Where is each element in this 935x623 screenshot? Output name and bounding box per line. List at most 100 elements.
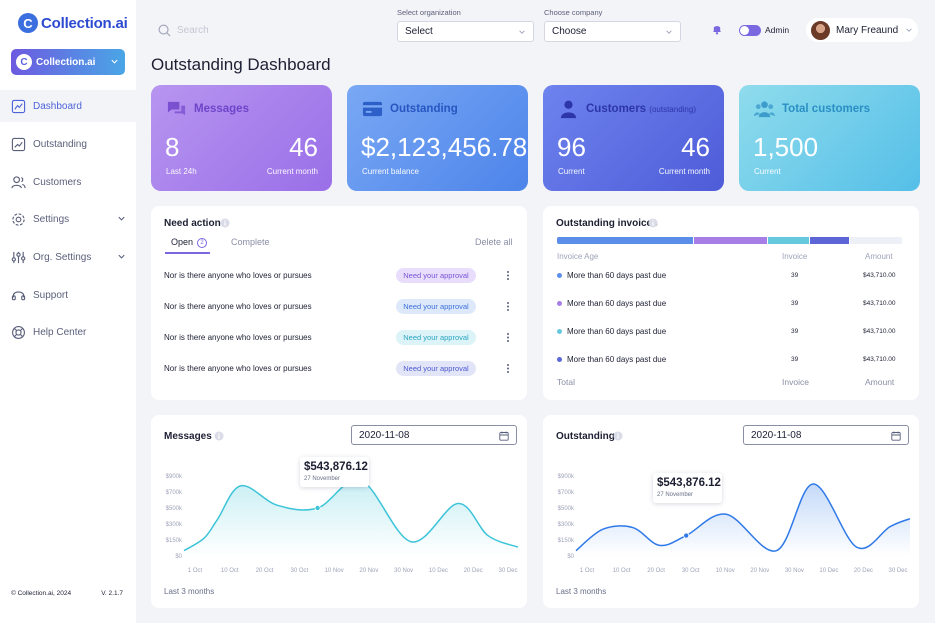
action-row[interactable]: Nor is there anyone who loves or pursues… <box>164 361 514 377</box>
stat-card-total-customers: Total customers 1,500 Current <box>739 85 920 191</box>
customers-icon <box>11 175 26 188</box>
company-select[interactable]: Choose <box>544 21 681 42</box>
y-tick-label: $900k <box>558 474 575 480</box>
brand-logo[interactable]: C Collection.ai <box>18 13 128 33</box>
tab-open[interactable]: Open 2 <box>171 237 208 248</box>
legend-dot <box>557 329 562 334</box>
chart-tooltip: $543,876.12 27 November <box>300 457 369 487</box>
x-tick-label: 1 Oct <box>580 568 595 574</box>
info-icon[interactable] <box>648 218 658 228</box>
outstanding-chart-card <box>543 415 919 608</box>
action-text: Nor is there anyone who loves or pursues <box>164 271 312 280</box>
status-badge: Need your approval <box>396 330 476 345</box>
action-row[interactable]: Nor is there anyone who loves or pursues… <box>164 330 514 346</box>
delete-all-button[interactable]: Delete all <box>475 237 513 247</box>
action-row[interactable]: Nor is there anyone who loves or pursues… <box>164 299 514 315</box>
stat-label-secondary: Current month <box>266 167 318 176</box>
sidebar-item-support[interactable]: Support <box>0 279 136 311</box>
more-options-icon[interactable] <box>503 363 513 374</box>
more-options-icon[interactable] <box>503 332 513 343</box>
copyright-text: © Collection.ai, 2024 <box>11 590 72 597</box>
organization-select[interactable]: Select <box>397 21 534 42</box>
y-tick-label: $500k <box>166 506 183 512</box>
progress-segment <box>557 237 694 244</box>
admin-toggle[interactable] <box>739 25 761 36</box>
x-tick-label: 20 Dec <box>464 568 483 574</box>
x-tick-label: 30 Oct <box>682 568 700 574</box>
info-icon[interactable] <box>220 218 230 228</box>
card-icon <box>362 101 383 117</box>
action-row[interactable]: Nor is there anyone who loves or pursues… <box>164 268 514 284</box>
invoice-count: 39 <box>791 272 799 279</box>
y-tick-label: $500k <box>558 506 575 512</box>
stat-title-text: Customers <box>586 103 647 115</box>
x-tick-label: 10 Oct <box>613 568 631 574</box>
invoice-amount: $43,710.00 <box>863 300 896 307</box>
x-tick-label: 30 Dec <box>498 568 517 574</box>
stat-card-messages: Messages 8 46 Last 24h Current month <box>151 85 332 191</box>
y-tick-label: $0 <box>175 554 182 560</box>
sidebar-item-label: Org. Settings <box>33 251 92 263</box>
invoice-age-label: More than 60 days past due <box>567 327 667 336</box>
page-title: Outstanding Dashboard <box>151 55 331 74</box>
x-tick-label: 10 Nov <box>716 568 735 574</box>
x-tick-label: 20 Nov <box>750 568 769 574</box>
sidebar-item-dashboard[interactable]: Dashboard <box>0 90 136 122</box>
info-icon[interactable] <box>214 431 224 441</box>
sidebar-item-label: Outstanding <box>33 138 87 150</box>
tooltip-value: $543,876.12 <box>304 461 368 473</box>
avatar <box>810 19 831 41</box>
area-fill <box>184 479 518 556</box>
tab-complete[interactable]: Complete <box>231 237 270 247</box>
sidebar-item-customers[interactable]: Customers <box>0 166 136 198</box>
sidebar-item-help-center[interactable]: Help Center <box>0 316 136 348</box>
more-options-icon[interactable] <box>503 270 513 281</box>
chevron-down-icon <box>666 30 672 34</box>
x-tick-label: 30 Oct <box>290 568 308 574</box>
invoice-age-label: More than 60 days past due <box>567 355 667 364</box>
info-icon[interactable] <box>613 431 623 441</box>
user-icon <box>560 100 577 119</box>
chevron-down-icon <box>906 28 912 32</box>
series-line <box>575 483 911 552</box>
highlight-point[interactable] <box>314 504 321 511</box>
stat-value-secondary: 46 <box>289 132 318 162</box>
legend-dot <box>557 273 562 278</box>
organization-switcher-button[interactable]: C Collection.ai <box>11 49 125 75</box>
highlight-point[interactable] <box>683 532 690 539</box>
stat-subtitle: (outstanding) <box>649 105 696 114</box>
y-tick-label: $0 <box>567 554 574 560</box>
invoice-age-label: More than 60 days past due <box>567 299 667 308</box>
chevron-down-icon <box>118 254 125 259</box>
outstanding-date-picker[interactable]: 2020-11-08 <box>743 425 909 445</box>
stat-label: Current <box>558 167 585 176</box>
invoice-count: 39 <box>791 356 799 363</box>
org-mark: C <box>16 54 32 70</box>
legend-dot <box>557 357 562 362</box>
dashboard-icon <box>11 99 26 113</box>
table-row[interactable]: More than 60 days past due 39 $43,710.00 <box>557 326 902 338</box>
table-row[interactable]: More than 60 days past due 39 $43,710.00 <box>557 354 902 366</box>
brand-mark: C <box>18 13 38 33</box>
stat-title: Messages <box>194 103 249 115</box>
sidebar-item-org-settings[interactable]: Org. Settings <box>0 241 136 273</box>
x-tick-label: 1 Oct <box>188 568 203 574</box>
more-options-icon[interactable] <box>503 301 513 312</box>
stat-value: 1,500 <box>753 132 819 162</box>
table-row[interactable]: More than 60 days past due 39 $43,710.00 <box>557 298 902 310</box>
user-menu[interactable]: Mary Freaund <box>806 18 918 42</box>
search-icon <box>158 24 171 37</box>
action-text: Nor is there anyone who loves or pursues <box>164 364 312 373</box>
stat-value-secondary: 46 <box>681 132 710 162</box>
search-bar[interactable] <box>158 24 297 37</box>
sidebar-item-label: Help Center <box>33 326 87 338</box>
search-input[interactable] <box>177 25 297 36</box>
bell-icon[interactable] <box>711 23 723 35</box>
stat-card-outstanding: Outstanding $2,123,456.78 Current balanc… <box>347 85 528 191</box>
sidebar-item-outstanding[interactable]: Outstanding <box>0 128 136 160</box>
table-row[interactable]: More than 60 days past due 39 $43,710.00 <box>557 270 902 282</box>
stat-card-customers: Customers (outstanding) 96 46 Current Cu… <box>543 85 724 191</box>
messages-date-picker[interactable]: 2020-11-08 <box>351 425 517 445</box>
invoice-count: 39 <box>791 300 799 307</box>
sidebar-item-settings[interactable]: Settings <box>0 203 136 235</box>
